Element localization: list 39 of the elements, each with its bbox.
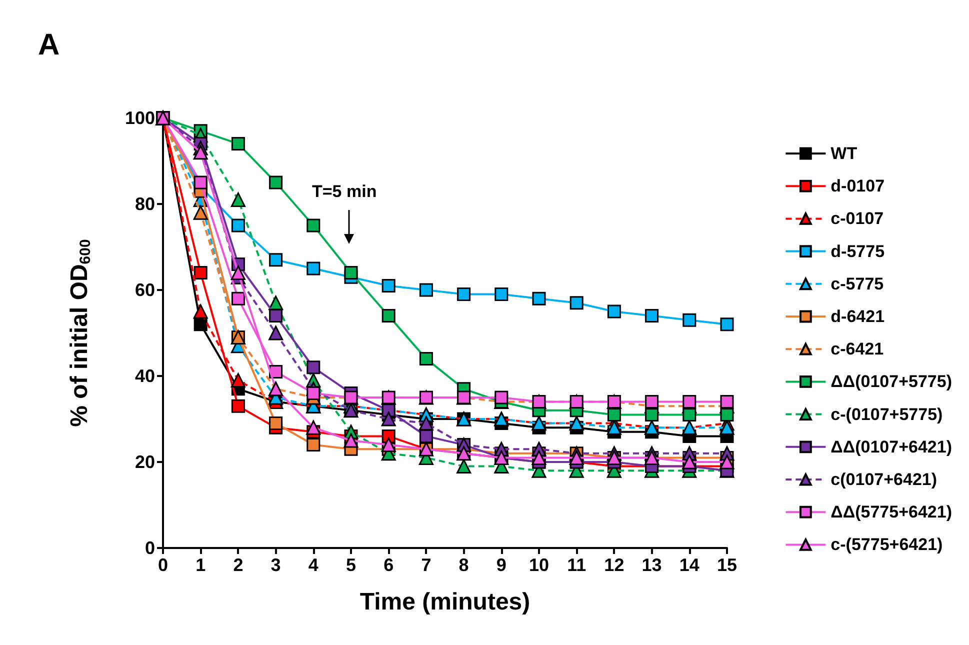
legend-label: c-(5775+6421): [830, 535, 943, 554]
x-tick-label: 3: [270, 555, 281, 575]
legend-label: c-6421: [830, 340, 884, 359]
x-tick-label: 7: [421, 555, 432, 575]
legend-label: d-0107: [830, 176, 885, 196]
y-tick-label: 0: [144, 538, 155, 558]
x-tick-label: 5: [346, 555, 356, 575]
x-tick-label: 15: [716, 555, 738, 575]
x-tick-label: 6: [384, 555, 394, 575]
y-axis-title: % of initial OD600: [66, 239, 94, 427]
legend-label: c-0107: [830, 209, 884, 228]
text: A: [38, 28, 60, 62]
x-tick-label: 13: [642, 555, 662, 575]
x-tick-label: 10: [528, 555, 550, 575]
x-tick-label: 8: [458, 555, 469, 575]
legend-label: WT: [830, 144, 858, 163]
y-tick-label: 40: [134, 366, 155, 386]
x-tick-label: 11: [567, 555, 586, 575]
x-tick-label: 0: [158, 555, 168, 575]
x-tick-label: 4: [308, 555, 318, 575]
legend-label: ΔΔ(0107+5775): [830, 372, 952, 392]
x-tick-label: 9: [496, 555, 506, 575]
annotation: T=5 min: [312, 182, 377, 201]
legend-label: d-5775: [830, 242, 885, 261]
y-tick-label: 60: [134, 280, 155, 300]
x-tick-label: 2: [233, 555, 244, 575]
legend-label: d-6421: [830, 307, 885, 326]
y-tick-label: 100: [124, 108, 155, 128]
legend-label: c(0107+6421): [830, 470, 938, 489]
x-tick-label: 14: [679, 555, 700, 575]
x-axis-title: Time (minutes): [360, 588, 530, 616]
legend-label: ΔΔ(0107+6421): [830, 437, 952, 456]
x-tick-label: 12: [604, 555, 624, 575]
y-tick-label: 20: [134, 452, 155, 472]
x-tick-label: 1: [196, 555, 206, 575]
y-tick-label: 80: [134, 194, 155, 214]
legend-label: c-5775: [830, 274, 884, 294]
legend-label: c-(0107+5775): [830, 404, 943, 424]
legend-label: ΔΔ(5775+6421): [830, 502, 952, 522]
